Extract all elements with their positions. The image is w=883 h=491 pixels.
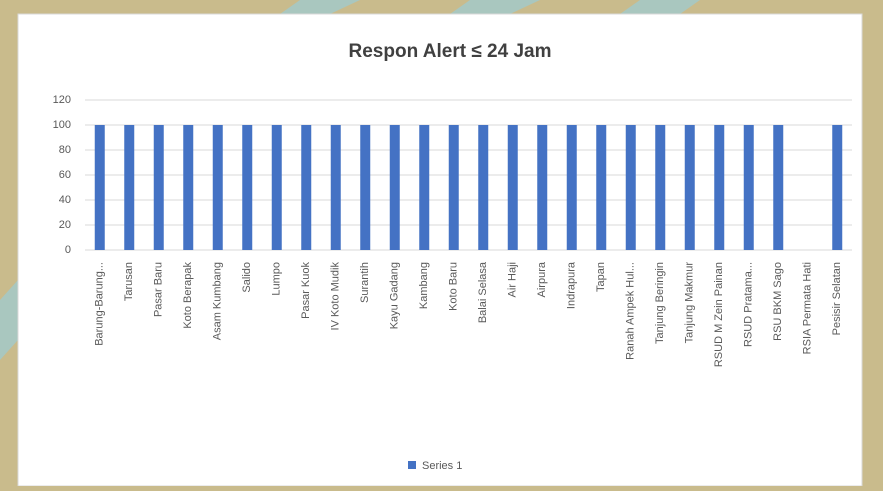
x-tick-label: Koto Baru (448, 262, 460, 311)
x-tick-label: Ranah Ampek Hul... (625, 262, 637, 360)
bar (743, 125, 754, 250)
chart-title: Respon Alert ≤ 24 Jam (349, 41, 552, 62)
bar (389, 125, 400, 250)
bar (212, 125, 223, 250)
y-tick-label: 40 (59, 194, 71, 206)
x-tick-label: RSIA Permata Hati (802, 262, 814, 354)
x-tick-label: Lumpo (271, 262, 283, 296)
bar (566, 125, 577, 250)
x-tick-label: Pesisir Selatan (831, 262, 843, 335)
x-tick-label: Koto Berapak (182, 262, 194, 329)
bar (684, 125, 695, 250)
x-tick-label: Air Haji (507, 262, 519, 297)
x-tick-label: Kayu Gadang (389, 262, 401, 329)
x-tick-label: RSUD Pratama... (743, 262, 755, 347)
legend-swatch (408, 461, 416, 469)
x-tick-label: Salido (241, 262, 253, 293)
x-tick-label: Kambang (418, 262, 430, 309)
legend-label: Series 1 (422, 460, 462, 472)
bar (507, 125, 518, 250)
y-tick-label: 120 (53, 94, 71, 106)
x-tick-label: Tanjung Beringin (654, 262, 666, 344)
bar (832, 125, 843, 250)
bar (183, 125, 194, 250)
bar (714, 125, 725, 250)
bar (330, 125, 341, 250)
slide-decoration (0, 0, 700, 360)
bar (360, 125, 371, 250)
bar (242, 125, 253, 250)
bar (625, 125, 636, 250)
x-tick-label: RSUD M Zein Painan (713, 262, 725, 367)
bar (448, 125, 459, 250)
bar (124, 125, 135, 250)
bar (419, 125, 430, 250)
y-tick-label: 20 (59, 219, 71, 231)
bar (153, 125, 164, 250)
x-tick-label: Tarusan (123, 262, 135, 301)
y-tick-label: 60 (59, 169, 71, 181)
x-tick-label: Barung-Barung... (94, 262, 106, 346)
bar (478, 125, 489, 250)
y-tick-label: 0 (65, 244, 71, 256)
bar (301, 125, 312, 250)
x-tick-label: Surantih (359, 262, 371, 303)
x-tick-label: Asam Kumbang (212, 262, 224, 340)
x-tick-label: Pasar Baru (153, 262, 165, 317)
x-tick-label: Tanjung Makmur (684, 262, 696, 344)
x-tick-label: Airpura (536, 261, 548, 297)
x-tick-label: Balai Selasa (477, 261, 489, 323)
bar (537, 125, 548, 250)
x-tick-label: Pasar Kuok (300, 262, 312, 319)
x-tick-label: Tapan (595, 262, 607, 292)
y-tick-label: 100 (53, 119, 71, 131)
x-tick-label: RSU BKM Sago (772, 262, 784, 341)
y-tick-label: 80 (59, 144, 71, 156)
x-tick-label: IV Koto Mudik (330, 262, 342, 331)
bar (596, 125, 607, 250)
bar (655, 125, 666, 250)
x-tick-label: Indrapura (566, 261, 578, 309)
bar (94, 125, 105, 250)
bar (773, 125, 784, 250)
bar (271, 125, 282, 250)
